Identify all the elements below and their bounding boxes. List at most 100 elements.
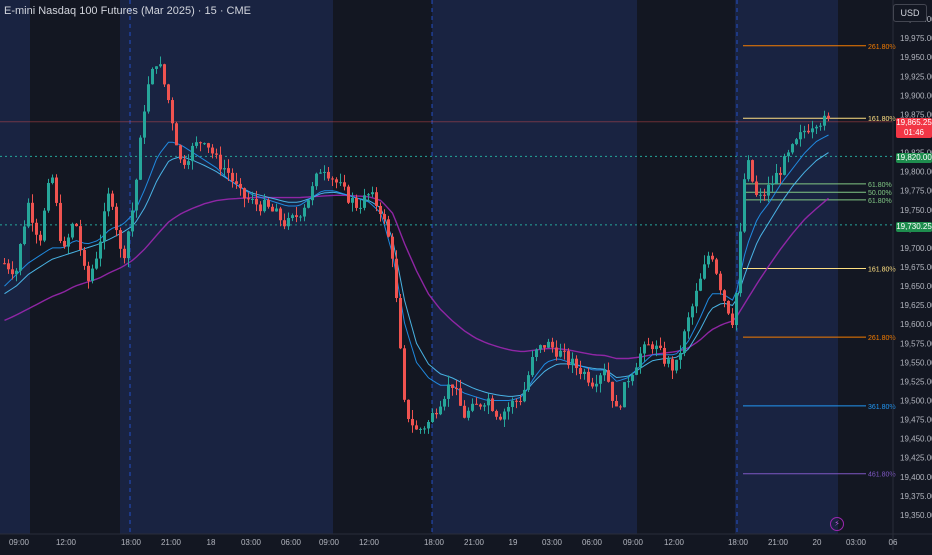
candle-body [627,381,630,383]
candle-body [559,350,562,357]
candle-body [503,411,506,420]
candle-body [327,171,330,179]
candle-body [755,181,758,195]
candle-body [527,375,530,390]
candle-body [199,142,202,144]
candle-body [251,198,254,200]
candle-body [691,306,694,318]
candle-body [87,265,90,281]
candle-body [159,64,162,67]
candle-body [531,356,534,376]
candle-body [271,206,274,212]
candle-body [671,359,674,371]
lightning-icon[interactable]: ⚡ [830,517,844,531]
candle-body [115,206,118,231]
x-tick-label: 12:00 [56,538,77,547]
x-tick-label: 19 [509,538,518,547]
candle-body [383,214,386,220]
candle-body [579,368,582,374]
candle-body [147,84,150,112]
candle-body [311,186,314,201]
candle-body [135,179,138,211]
candle-body [687,317,690,332]
candle-body [83,249,86,266]
y-tick-label: 19,550.00 [900,358,932,367]
candle-body [407,399,410,419]
candle-body [99,241,102,259]
candle-body [359,207,362,209]
candle-body [411,418,414,426]
candle-body [727,300,730,314]
candle-body [143,111,146,138]
candle-body [259,204,262,212]
candle-body [603,370,606,376]
symbol-title[interactable]: E-mini Nasdaq 100 Futures (Mar 2025) · 1… [4,5,251,17]
candle-body [459,388,462,406]
candle-body [751,160,754,182]
x-tick-label: 21:00 [464,538,485,547]
candle-body [735,293,738,326]
y-tick-label: 19,650.00 [900,282,932,291]
candle-body [511,400,514,407]
candle-body [55,177,58,203]
candle-body [19,243,22,271]
x-tick-label: 03:00 [241,538,262,547]
y-tick-label: 19,450.00 [900,435,932,444]
candle-body [295,215,298,217]
candle-body [75,223,78,227]
candle-body [475,403,478,405]
candle-body [631,374,634,382]
y-tick-label: 19,775.00 [900,187,932,196]
candle-body [247,198,250,200]
session-shade-1 [120,0,333,534]
level-tag-upper: 19,820.00 [896,153,932,163]
candle-body [23,226,26,244]
x-tick-label: 03:00 [542,538,563,547]
candle-body [415,425,418,430]
time-axis[interactable]: 09:00 12:00 18:00 21:00 18 03:00 06:00 09:00 12:… [0,533,932,547]
candle-body [435,412,438,415]
candle-body [335,179,338,183]
candle-body [279,208,282,221]
y-tick-label: 19,425.00 [900,454,932,463]
candle-body [91,268,94,281]
candle-body [211,147,214,154]
candle-body [227,168,230,173]
fib-label: 161.80% [868,116,896,123]
y-tick-label: 19,750.00 [900,206,932,215]
candle-body [319,172,322,174]
candle-body [583,371,586,374]
candle-body [431,412,434,422]
candle-body [575,358,578,369]
y-tick-label: 19,975.00 [900,34,932,43]
candle-body [467,410,470,418]
currency-button[interactable]: USD [893,4,927,22]
ma-slow-line [4,194,829,360]
candle-body [167,84,170,101]
candle-body [491,398,494,412]
fib-label: 461.80% [868,472,896,479]
candle-body [427,421,430,429]
candle-body [231,172,234,182]
candle-body [355,197,358,208]
candle-body [195,142,198,146]
fib-label: 61.80% [868,198,892,205]
candle-body [403,348,406,400]
candle-body [535,349,538,357]
x-tick-label: 21:00 [161,538,182,547]
candle-body [171,100,174,124]
candle-body [223,168,226,170]
candle-body [799,132,802,140]
candle-body [775,172,778,184]
horizontal-levels [0,121,893,226]
level-tag-lower: 19,730.25 [896,222,932,232]
candle-body [539,345,542,350]
candle-body [163,64,166,85]
candle-body [243,188,246,199]
moving-averages [4,134,829,401]
candle-body [483,405,486,407]
x-tick-label: 12:00 [664,538,685,547]
candle-body [783,156,786,175]
candle-body [499,416,502,420]
